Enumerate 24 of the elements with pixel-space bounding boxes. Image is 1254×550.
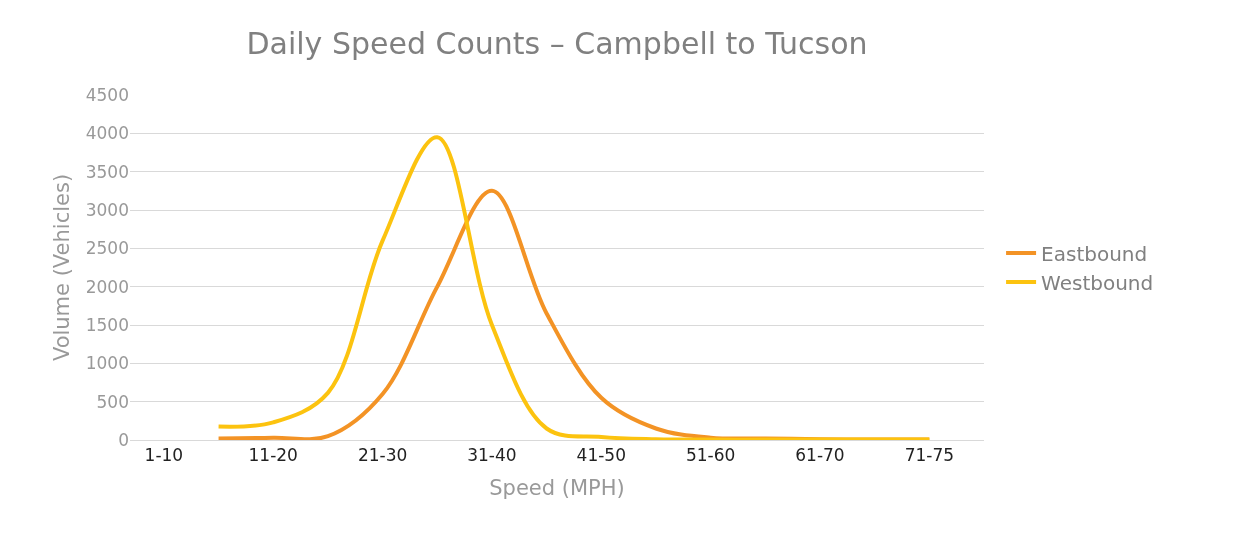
y-tick-label: 500 (96, 391, 129, 412)
x-tick-label: 1-10 (144, 445, 184, 466)
legend-label: Eastbound (1041, 241, 1148, 266)
x-axis-title: Speed (MPH) (489, 475, 625, 500)
legend-label: Westbound (1041, 270, 1154, 295)
y-tick-label: 2000 (85, 276, 129, 297)
y-tick-label: 2500 (85, 238, 129, 259)
x-tick-label: 41-50 (576, 445, 626, 466)
x-tick-label: 61-70 (795, 445, 845, 466)
y-tick-label: 3500 (85, 161, 129, 182)
y-tick-label: 3000 (85, 199, 129, 220)
y-tick-label: 0 (118, 429, 129, 450)
y-tick-label: 4500 (85, 84, 129, 105)
x-tick-label: 71-75 (904, 445, 955, 466)
y-tick-label: 1500 (85, 314, 129, 335)
line-series (216, 135, 932, 440)
chart-title: Daily Speed Counts – Campbell to Tucson (246, 26, 868, 61)
x-tick-label: 31-40 (467, 445, 517, 466)
x-tick-label: 11-20 (248, 445, 298, 466)
x-tick-label: 51-60 (685, 445, 736, 466)
y-tick-label: 1000 (85, 353, 129, 374)
x-tick-label: 21-30 (357, 445, 408, 466)
y-tick-label: 4000 (85, 123, 129, 144)
y-axis-title: Volume (Vehicles) (49, 173, 74, 362)
